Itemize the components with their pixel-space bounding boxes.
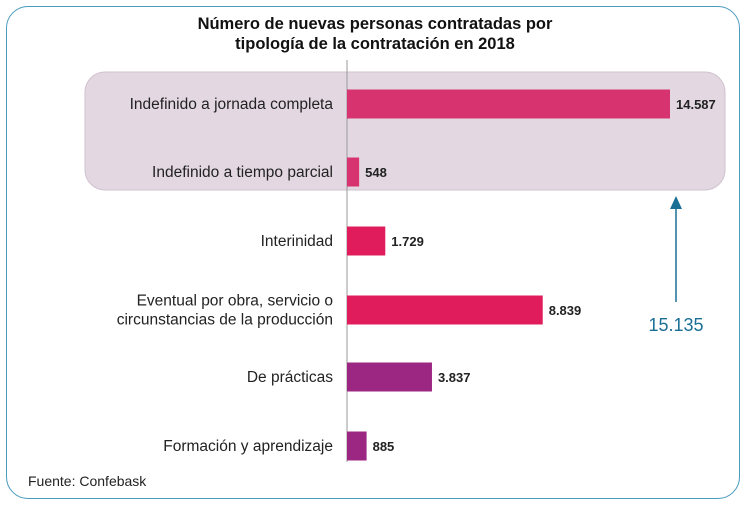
category-label-3-line-1: circunstancias de la producción xyxy=(117,312,333,329)
bar-2 xyxy=(347,226,386,256)
value-label-3: 8.839 xyxy=(549,303,582,318)
value-label-4: 3.837 xyxy=(438,370,471,385)
source-note: Fuente: Confebask xyxy=(28,473,147,489)
value-label-5: 885 xyxy=(373,439,395,454)
category-label-4: De prácticas xyxy=(247,369,333,386)
value-label-1: 548 xyxy=(365,165,387,180)
bar-0 xyxy=(347,89,670,119)
category-label-0: Indefinido a jornada completa xyxy=(130,96,334,113)
chart-title-line-1: Número de nuevas personas contratadas po… xyxy=(197,15,553,33)
category-label-3-line-0: Eventual por obra, servicio o xyxy=(137,293,333,310)
bar-3 xyxy=(347,295,543,325)
category-label-1: Indefinido a tiempo parcial xyxy=(152,164,333,181)
bar-5 xyxy=(347,431,367,461)
group-total-label: 15.135 xyxy=(648,315,703,335)
category-label-2: Interinidad xyxy=(261,233,333,250)
category-label-5: Formación y aprendizaje xyxy=(163,438,333,455)
bar-4 xyxy=(347,362,432,392)
chart-title-line-2: tipología de la contratación en 2018 xyxy=(235,35,515,53)
bar-1 xyxy=(347,157,360,187)
value-label-2: 1.729 xyxy=(391,234,424,249)
value-label-0: 14.587 xyxy=(676,97,716,112)
chart-title: Número de nuevas personas contratadas po… xyxy=(0,14,750,54)
group-arrow-head xyxy=(670,196,682,209)
